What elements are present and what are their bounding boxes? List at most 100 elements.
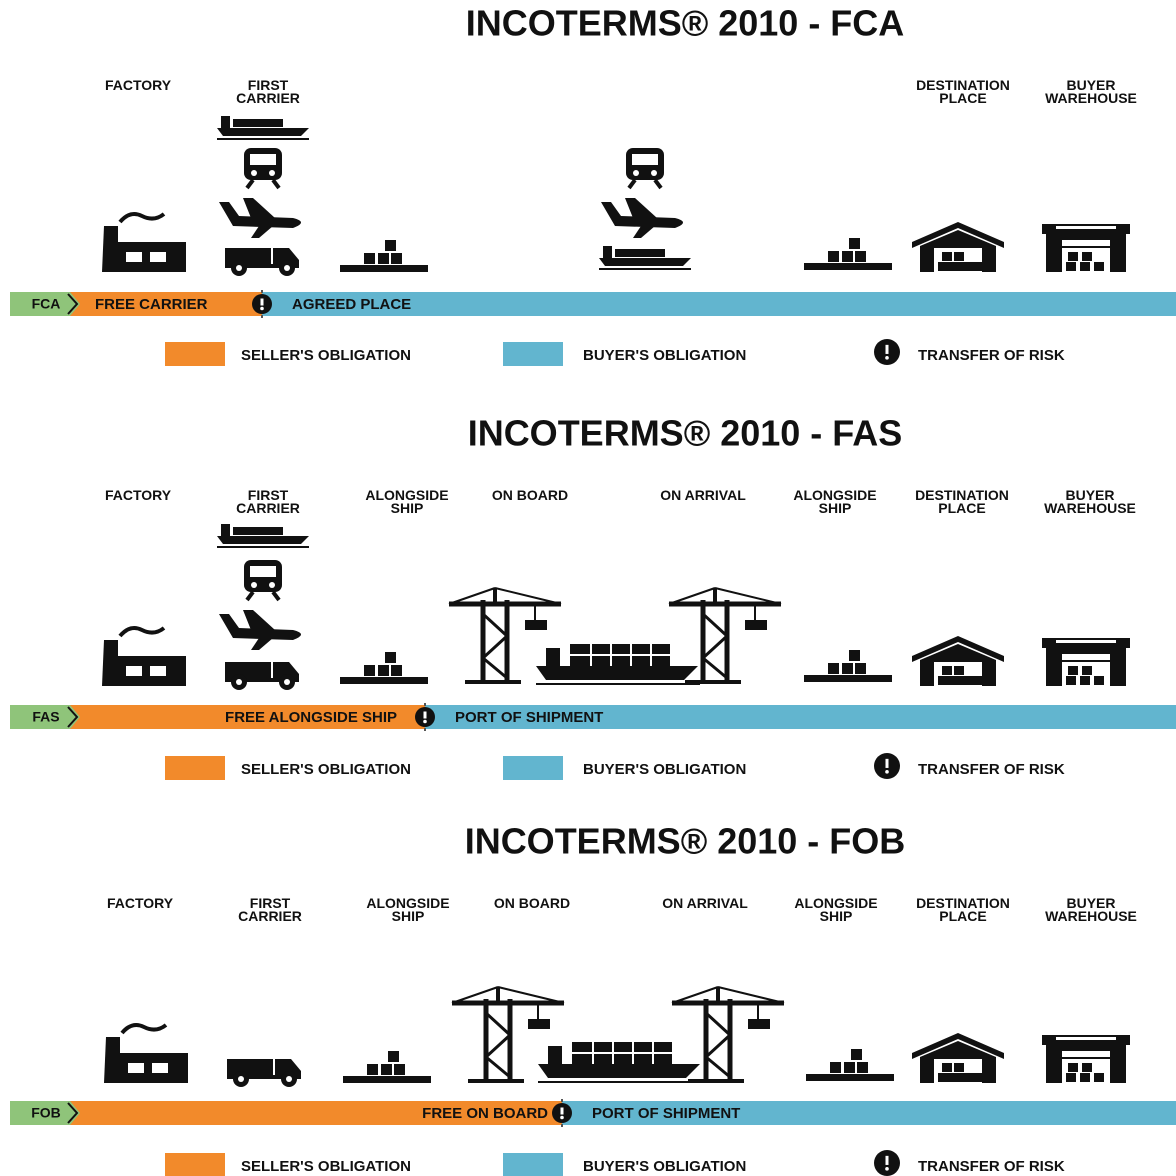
bar-code: FAS bbox=[32, 709, 59, 725]
location-line: BUYER bbox=[1065, 487, 1114, 503]
icon-part bbox=[599, 258, 691, 266]
icon-part bbox=[150, 666, 166, 676]
icon-part bbox=[251, 170, 257, 176]
location-label: ON BOARD bbox=[492, 487, 568, 503]
icon-factory bbox=[104, 1023, 188, 1083]
icon-part bbox=[1062, 1051, 1110, 1057]
icon-part bbox=[219, 202, 301, 228]
icon-part bbox=[340, 677, 428, 684]
risk-icon bbox=[415, 707, 435, 727]
icon-part bbox=[423, 719, 427, 724]
icon-part bbox=[844, 1062, 855, 1073]
location-label: FIRST CARRIER bbox=[236, 77, 300, 106]
icon-part bbox=[385, 652, 396, 663]
icon-factory bbox=[102, 212, 186, 272]
icon-part bbox=[225, 264, 299, 268]
icon-part bbox=[227, 1075, 301, 1079]
icon-part bbox=[391, 665, 402, 676]
location-label: FACTORY bbox=[105, 487, 172, 503]
seller-bar bbox=[70, 705, 425, 729]
location-line: CARRIER bbox=[236, 500, 300, 516]
icon-part bbox=[548, 1046, 562, 1064]
icon-ship bbox=[217, 524, 309, 548]
risk-legend: TRANSFER OF RISK bbox=[918, 1158, 1065, 1175]
icon-part bbox=[1056, 640, 1116, 643]
icon-part bbox=[1056, 1037, 1116, 1040]
buyer-bar bbox=[262, 292, 1176, 316]
icon-part bbox=[1082, 1063, 1092, 1072]
icon-part bbox=[251, 582, 257, 588]
section-title: INCOTERMS® 2010 - FAS bbox=[468, 413, 903, 454]
icon-part bbox=[494, 587, 562, 605]
icon-part bbox=[468, 1079, 524, 1083]
icon-part bbox=[221, 524, 230, 536]
icon-part bbox=[688, 1079, 744, 1083]
icon-part bbox=[126, 666, 142, 676]
location-line: FIRST bbox=[250, 895, 291, 911]
icon-buyer bbox=[1042, 1035, 1130, 1083]
icon-part bbox=[701, 634, 729, 660]
icon-crane bbox=[451, 986, 565, 1083]
buyer-bar bbox=[425, 705, 1176, 729]
icon-part bbox=[236, 679, 242, 685]
icon-part bbox=[938, 676, 948, 685]
icon-part bbox=[972, 262, 982, 271]
icon-part bbox=[275, 1059, 301, 1077]
icon-part bbox=[954, 1063, 964, 1072]
icon-part bbox=[885, 1167, 889, 1171]
icon-part bbox=[227, 1059, 273, 1077]
icon-factory bbox=[102, 626, 186, 686]
icon-part bbox=[1082, 252, 1092, 261]
seller-legend: SELLER'S OBLIGATION bbox=[241, 347, 411, 364]
location-line: ON ARRIVAL bbox=[662, 895, 748, 911]
location-label: ON BOARD bbox=[494, 895, 570, 911]
icon-part bbox=[714, 587, 782, 605]
icon-part bbox=[632, 154, 658, 165]
location-label: ALONGSIDE SHIP bbox=[365, 487, 448, 516]
icon-part bbox=[1068, 1063, 1078, 1072]
icon-part bbox=[126, 252, 142, 262]
icon-part bbox=[972, 676, 982, 685]
icon-part bbox=[627, 178, 637, 190]
icon-part bbox=[842, 663, 853, 674]
icon-train bbox=[626, 148, 664, 190]
icon-part bbox=[245, 178, 255, 190]
location-line: WAREHOUSE bbox=[1045, 908, 1137, 924]
location-label: FIRST CARRIER bbox=[236, 487, 300, 516]
icon-pallet bbox=[340, 652, 428, 684]
icon-part bbox=[1082, 666, 1092, 675]
icon-part bbox=[560, 1115, 564, 1120]
icon-part bbox=[465, 680, 521, 684]
icon-warehouse bbox=[912, 222, 1004, 272]
icon-part bbox=[885, 356, 889, 360]
location-line: FACTORY bbox=[107, 895, 174, 911]
section-title: INCOTERMS® 2010 - FCA bbox=[466, 3, 905, 44]
icon-part bbox=[525, 620, 547, 630]
icon-part bbox=[233, 119, 283, 127]
location-line: ALONGSIDE bbox=[793, 487, 876, 503]
code-box bbox=[10, 1101, 80, 1125]
icon-part bbox=[423, 711, 427, 719]
icon-part bbox=[251, 226, 273, 238]
code-box bbox=[10, 292, 80, 316]
icon-part bbox=[942, 252, 952, 261]
icon-part bbox=[269, 582, 275, 588]
location-line: FIRST bbox=[248, 77, 289, 93]
icon-part bbox=[484, 1033, 512, 1059]
icon-part bbox=[702, 656, 728, 680]
location-line: BUYER bbox=[1066, 77, 1115, 93]
bar-code: FCA bbox=[32, 296, 61, 312]
icon-part bbox=[273, 248, 299, 266]
seller-term: FREE ON BOARD bbox=[422, 1105, 548, 1122]
icon-part bbox=[217, 536, 309, 544]
icon-part bbox=[938, 262, 948, 271]
icon-part bbox=[828, 663, 839, 674]
location-line: PLACE bbox=[938, 500, 985, 516]
location-label: ON ARRIVAL bbox=[660, 487, 746, 503]
icon-part bbox=[615, 249, 665, 257]
location-line: CARRIER bbox=[236, 90, 300, 106]
location-label: FIRST CARRIER bbox=[238, 895, 302, 924]
icon-part bbox=[972, 1073, 982, 1082]
icon-part bbox=[481, 634, 509, 660]
